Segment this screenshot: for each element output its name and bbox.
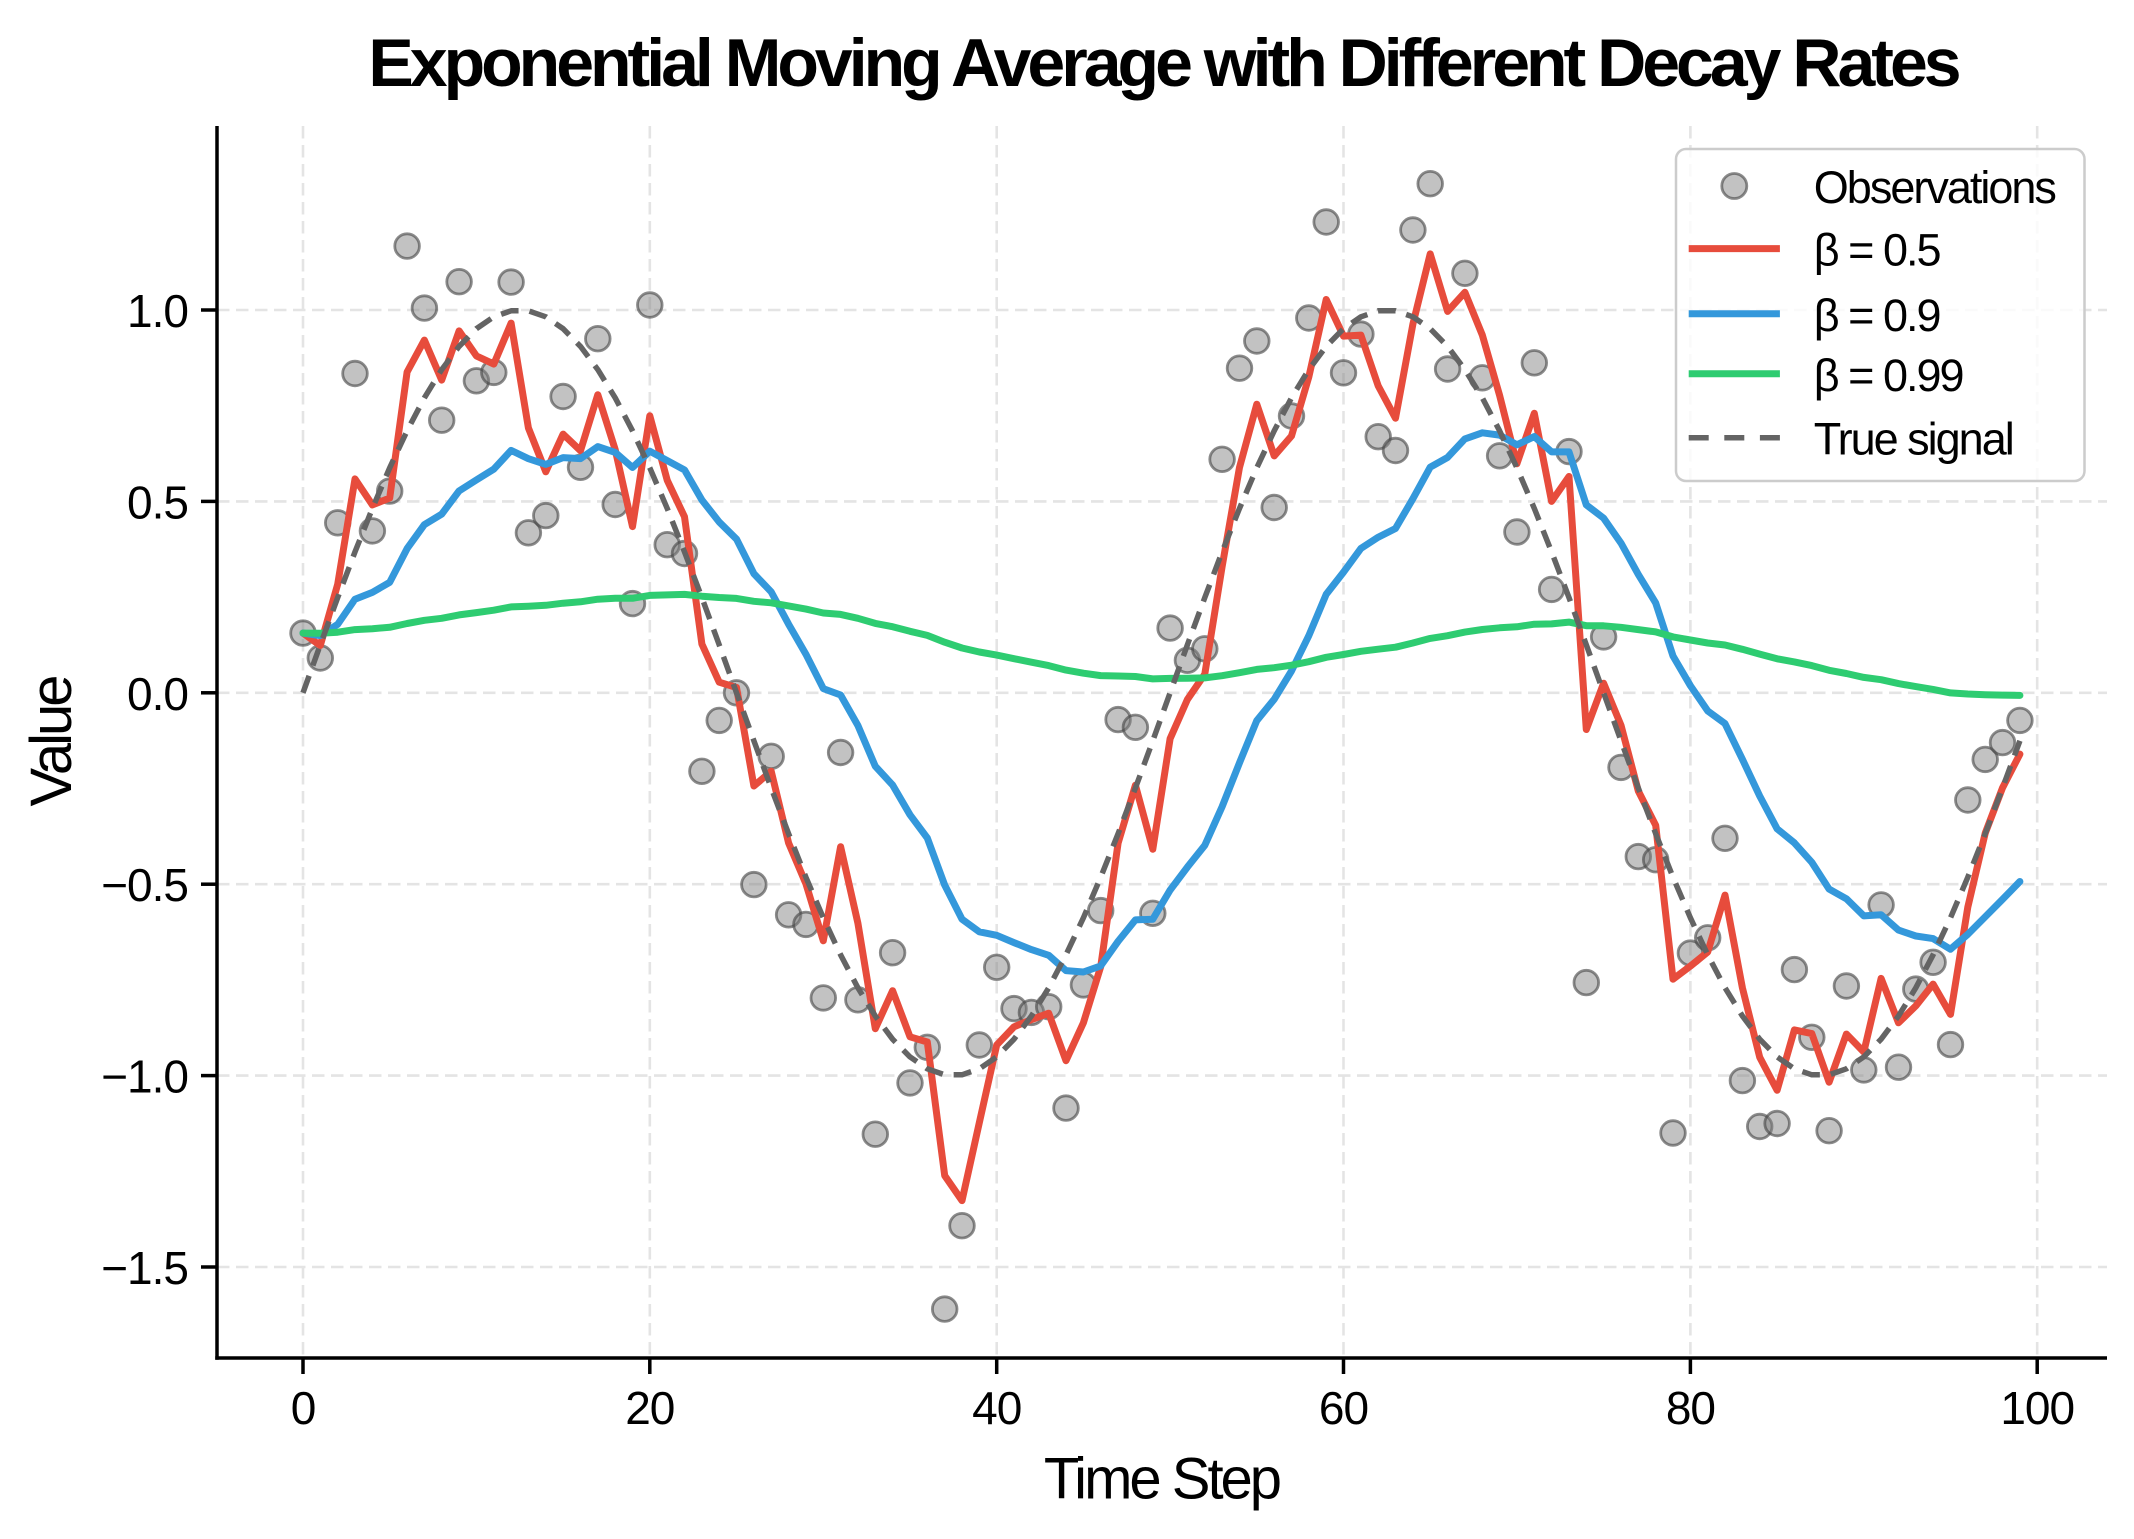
svg-text:True signal: True signal: [1814, 414, 2013, 465]
svg-text:Value: Value: [19, 677, 84, 807]
svg-text:60: 60: [1319, 1382, 1368, 1434]
svg-text:β = 0.9: β = 0.9: [1814, 290, 1940, 341]
svg-text:80: 80: [1666, 1382, 1715, 1434]
svg-text:−1.0: −1.0: [101, 1051, 188, 1103]
svg-text:20: 20: [625, 1382, 674, 1434]
svg-text:100: 100: [2000, 1382, 2074, 1434]
svg-text:40: 40: [972, 1382, 1021, 1434]
svg-text:β = 0.99: β = 0.99: [1814, 350, 1963, 401]
svg-text:Exponential Moving Average wit: Exponential Moving Average with Differen…: [368, 25, 1959, 101]
svg-text:Observations: Observations: [1814, 162, 2056, 213]
svg-text:Time Step: Time Step: [1044, 1447, 1280, 1512]
svg-text:−0.5: −0.5: [101, 859, 188, 911]
svg-text:0.0: 0.0: [127, 668, 188, 720]
svg-text:1.0: 1.0: [127, 285, 188, 337]
svg-text:0.5: 0.5: [127, 476, 188, 528]
svg-text:β = 0.5: β = 0.5: [1814, 225, 1941, 276]
svg-text:0: 0: [291, 1382, 316, 1434]
svg-text:−1.5: −1.5: [101, 1242, 188, 1294]
